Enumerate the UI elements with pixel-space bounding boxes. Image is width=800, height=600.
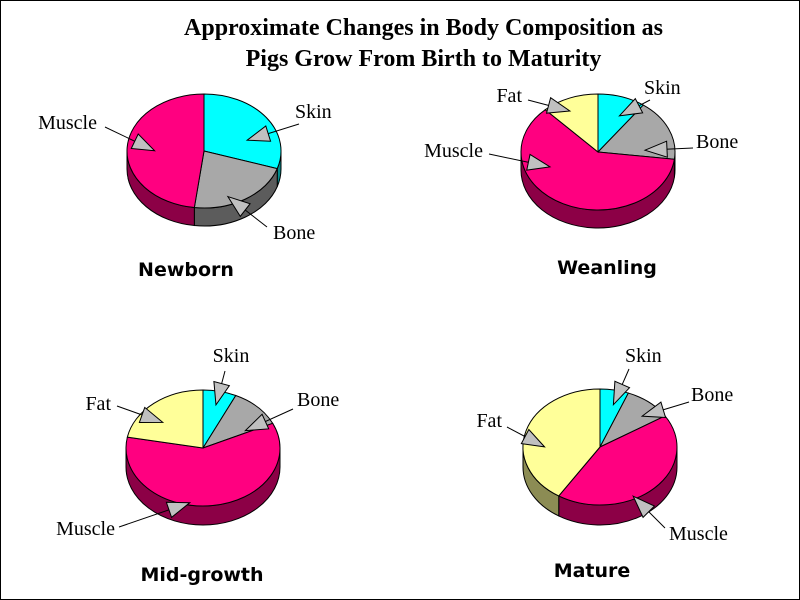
arrow-pointer-weanling-muscle <box>526 153 552 171</box>
slice-label-mature-bone: Bone <box>691 384 733 406</box>
pie-slice-newborn-bone <box>193 150 278 209</box>
slice-label-mid-growth-fat: Fat <box>85 393 111 415</box>
arrow-pointer-newborn-muscle <box>130 133 156 152</box>
pie-newborn: Skin Bone Muscle Newborn <box>38 93 332 281</box>
slice-label-newborn-skin: Skin <box>295 101 332 123</box>
pie-slice-mature-muscle <box>557 415 678 506</box>
arrow-pointer-mature-muscle <box>632 495 656 519</box>
pie-mid-growth: Skin Bone Muscle Fat Mid-growth <box>56 345 339 586</box>
pie-mature: Skin Bone Muscle Fat Mature <box>476 345 733 582</box>
slice-label-mid-growth-skin: Skin <box>213 345 250 367</box>
pie-slice-mature-fat <box>522 388 601 497</box>
pie-slice-weanling-muscle <box>520 109 675 211</box>
arrow-pointer-mid-growth-muscle <box>165 501 192 519</box>
slice-label-mid-growth-muscle: Muscle <box>56 518 115 540</box>
slice-label-mature-fat: Fat <box>476 410 502 432</box>
arrow-pointer-newborn-bone <box>226 195 251 218</box>
slice-label-weanling-skin: Skin <box>644 77 681 99</box>
slice-label-mid-growth-bone: Bone <box>297 389 339 411</box>
arrow-pointer-mature-bone <box>640 401 667 418</box>
chart-title-line-2: Pigs Grow From Birth to Maturity <box>245 46 602 72</box>
pie-slice-newborn-muscle <box>126 93 205 209</box>
pie-slice-newborn-skin <box>203 93 282 170</box>
arrow-pointer-weanling-fat <box>545 96 572 114</box>
arrow-pointer-mid-growth-skin <box>213 380 231 407</box>
pie-caption-newborn: Newborn <box>138 259 234 281</box>
arrow-pointer-newborn-skin <box>245 125 272 142</box>
slice-label-weanling-fat: Fat <box>496 85 522 107</box>
arrow-pointer-mature-skin <box>612 380 631 407</box>
pie-weanling: Skin Bone Muscle Fat Weanling <box>424 77 738 279</box>
slice-label-mature-muscle: Muscle <box>669 523 728 545</box>
chart-title: Approximate Changes in Body Composition … <box>1 13 800 75</box>
pie-caption-weanling: Weanling <box>557 257 657 279</box>
slice-label-newborn-muscle: Muscle <box>38 112 97 134</box>
arrow-pointer-mature-fat <box>520 428 546 448</box>
pie-slice-mid-growth-muscle <box>125 422 281 507</box>
chart-title-line-1: Approximate Changes in Body Composition … <box>184 15 663 41</box>
pie-slice-mid-growth-fat <box>126 389 204 449</box>
arrow-pointer-mid-growth-bone <box>244 413 270 432</box>
slice-label-newborn-bone: Bone <box>273 222 315 244</box>
pie-caption-mature: Mature <box>554 560 631 582</box>
slice-label-weanling-muscle: Muscle <box>424 140 483 162</box>
arrow-pointer-mid-growth-fat <box>138 406 165 423</box>
pie-caption-mid-growth: Mid-growth <box>140 564 263 586</box>
arrow-pointer-weanling-skin <box>618 97 644 117</box>
slice-label-mature-skin: Skin <box>625 345 662 367</box>
slice-label-weanling-bone: Bone <box>696 131 738 153</box>
arrow-pointer-weanling-bone <box>643 140 668 158</box>
